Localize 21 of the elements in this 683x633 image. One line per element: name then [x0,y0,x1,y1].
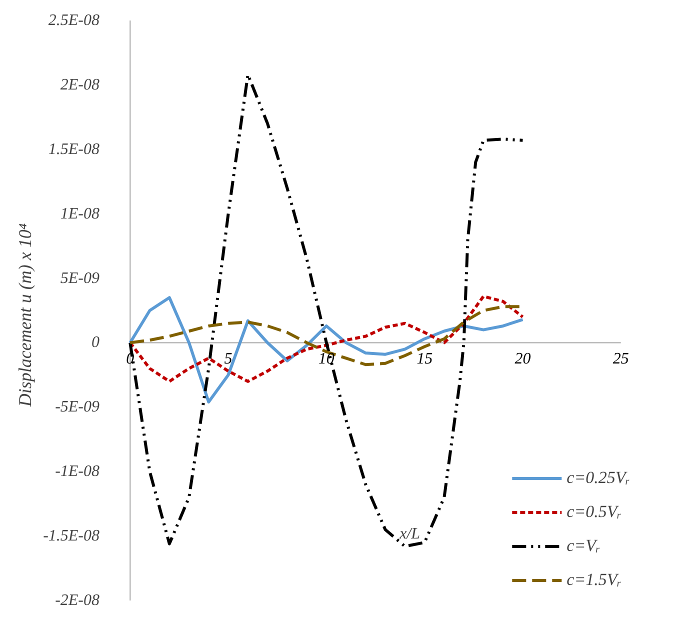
x-tick-label: 5 [224,350,232,368]
legend-label: c=0.25Vᵣ [566,468,630,488]
legend-label: c=0.5Vᵣ [566,502,622,522]
y-tick-label: 1.5E-08 [48,140,100,158]
x-axis-title: x/L [398,526,420,542]
y-tick-label: 2.5E-08 [48,12,100,29]
y-tick-label: 2E-08 [60,76,100,94]
y-tick-label: 5E-09 [60,270,100,287]
x-tick-label: 15 [416,350,433,368]
y-tick-label: -5E-09 [55,398,100,416]
x-tick-label: 10 [318,350,334,368]
y-axis-title: Displacement u (m) x 10⁴ [15,223,36,408]
x-tick-label: 20 [514,350,531,368]
y-tick-label: -1E-08 [55,463,100,480]
y-tick-label: 0 [92,334,100,352]
legend-label: c=Vᵣ [566,536,600,556]
legend-label: c=1.5Vᵣ [566,570,622,590]
y-tick-label: 1E-08 [60,205,100,222]
y-tick-label: -1.5E-08 [43,528,100,545]
x-tick-label: 25 [612,350,629,368]
y-tick-label: -2E-08 [55,592,100,609]
